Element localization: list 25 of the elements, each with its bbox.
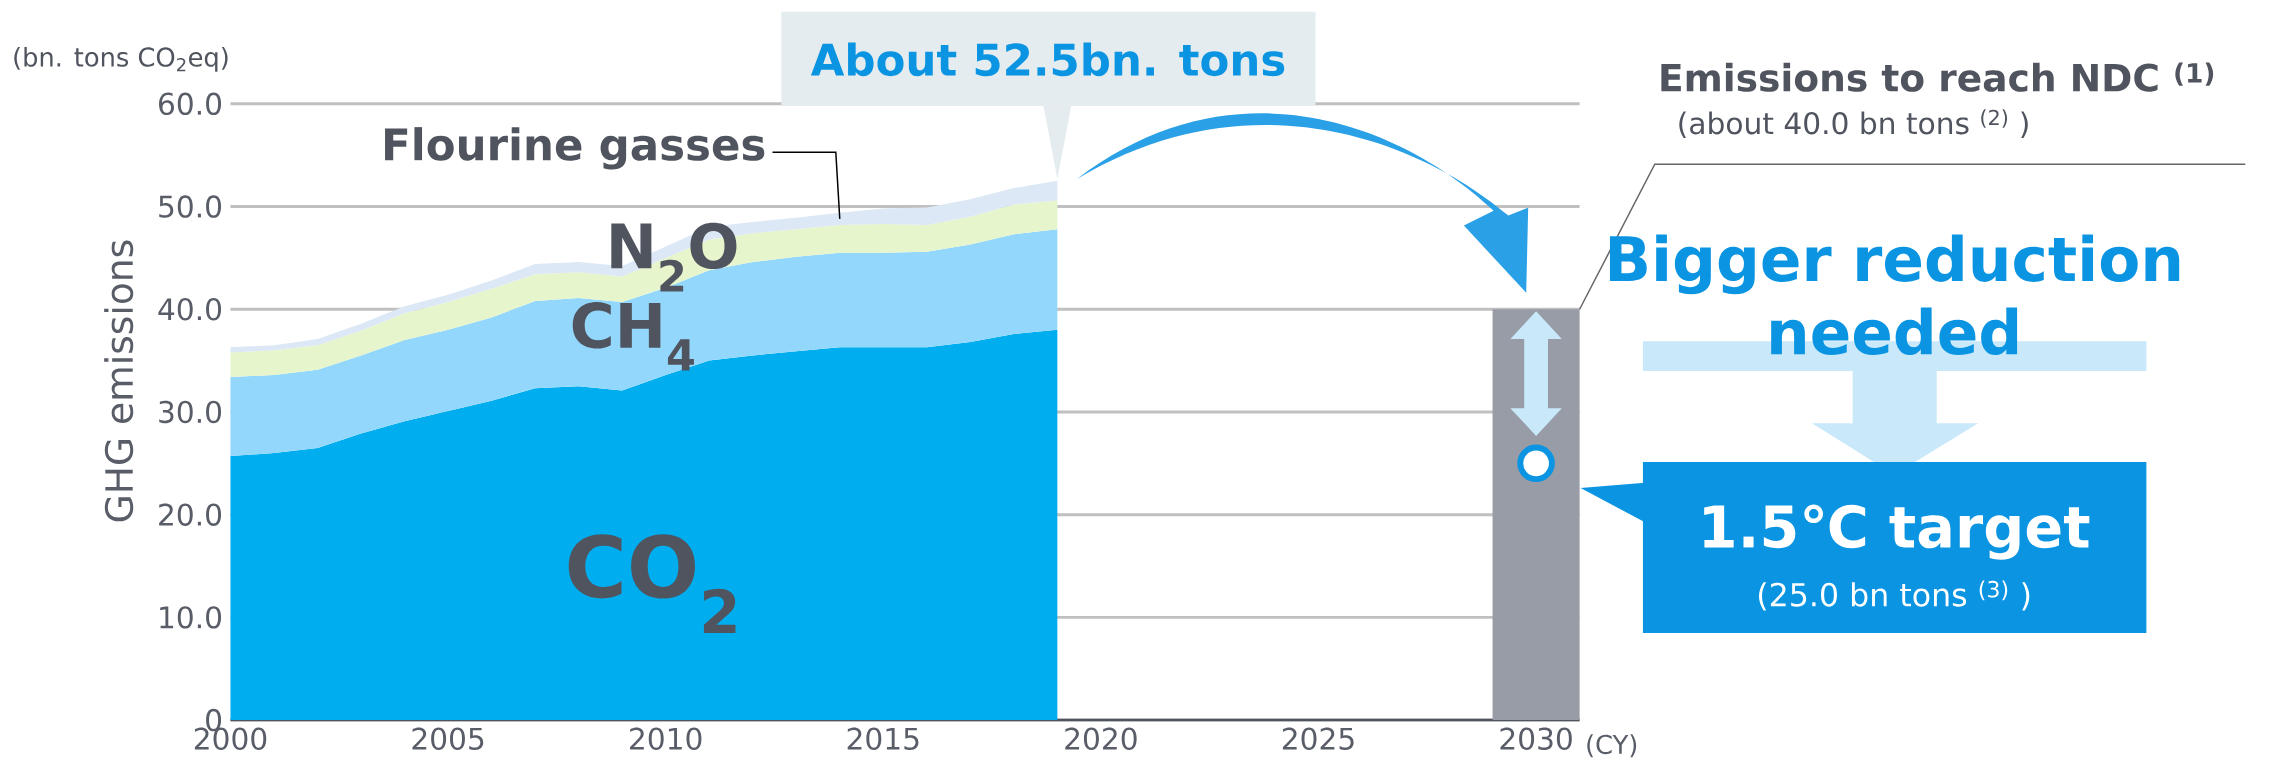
x-tick-label: 2025 [1282,727,1354,751]
text: (about 40.0 bn tons $^{(2)}$ ) [1679,109,2028,139]
y-tick-label: 40.0 [158,298,222,321]
x-tick-label: 2030 [1500,727,1572,751]
y-tick-label: 60.0 [159,92,222,116]
series-label: Flourine gasses [385,127,765,170]
text: Bigger reduction needed [1609,234,2180,356]
series-label: N$_{2}$O [611,222,737,292]
x-tick-label: 2005 [412,727,484,751]
x-tick-label: 2020 [1065,727,1137,751]
series-label: CO$_{2}$ [568,534,736,634]
annotation: About 52.5bn. tons [810,42,1285,77]
y-tick-label: 20.0 [159,503,222,527]
x-tick-label: 2015 [847,727,919,751]
x-axis-title: (CY) [1587,734,1637,758]
text: Emissions to reach NDC $^{(1)}$ [1661,62,2214,93]
series-label: CH$_{4}$ [572,302,694,371]
y-tick-label: 30.0 [159,400,222,424]
y-tick-label: 50.0 [159,195,222,218]
y-tick-label: 10.0 [160,606,222,629]
text: 1.5℃ target [1704,504,2090,561]
x-tick-label: 2010 [630,727,702,751]
text: (25.0 bn tons $^{(3)}$ ) [1758,580,2030,611]
text: (bn. tons CO$_{2}$eq) [14,47,228,73]
y-axis-title: GHG emissions [104,240,134,522]
